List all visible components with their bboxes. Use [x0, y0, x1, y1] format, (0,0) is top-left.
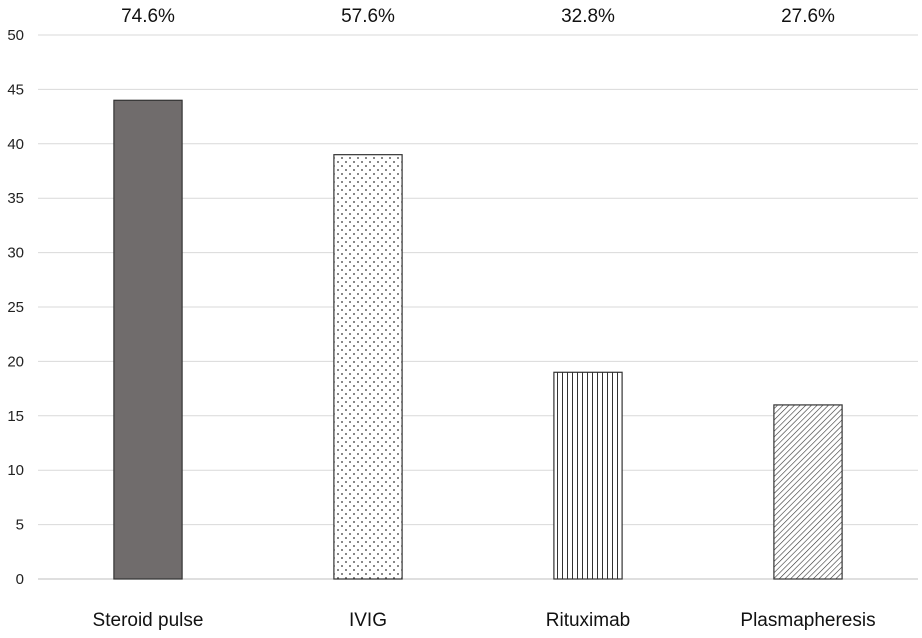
gridlines: [38, 34, 918, 580]
y-tick-label: 40: [7, 136, 24, 153]
x-axis-categories: Steroid pulse IVIG Rituximab Plasmapheresis: [93, 610, 876, 631]
y-tick-label: 15: [7, 408, 24, 425]
y-axis-ticks: 0 5 10 15 20 25 30 35 40 45 50: [7, 27, 24, 588]
data-label: 57.6%: [341, 6, 395, 27]
y-tick-label: 20: [7, 353, 24, 370]
data-label: 32.8%: [561, 6, 615, 27]
bar-ivig: [333, 154, 403, 580]
y-tick-label: 0: [16, 571, 24, 588]
bar-plasmapheresis: [773, 404, 843, 580]
data-labels: 74.6% 57.6% 32.8% 27.6%: [121, 6, 835, 27]
y-tick-label: 25: [7, 299, 24, 316]
y-tick-label: 45: [7, 81, 24, 98]
x-category-label: Steroid pulse: [93, 610, 204, 631]
y-tick-label: 30: [7, 245, 24, 262]
y-tick-label: 35: [7, 190, 24, 207]
x-category-label: Rituximab: [546, 610, 630, 631]
y-tick-label: 5: [16, 517, 24, 534]
x-category-label: Plasmapheresis: [740, 610, 875, 631]
bars: [113, 99, 843, 580]
data-label: 27.6%: [781, 6, 835, 27]
y-tick-label: 10: [7, 462, 24, 479]
x-category-label: IVIG: [349, 610, 387, 631]
bar-rituximab: [553, 371, 623, 580]
bar-steroid-pulse: [113, 99, 183, 580]
y-tick-label: 50: [7, 27, 24, 44]
data-label: 74.6%: [121, 6, 175, 27]
